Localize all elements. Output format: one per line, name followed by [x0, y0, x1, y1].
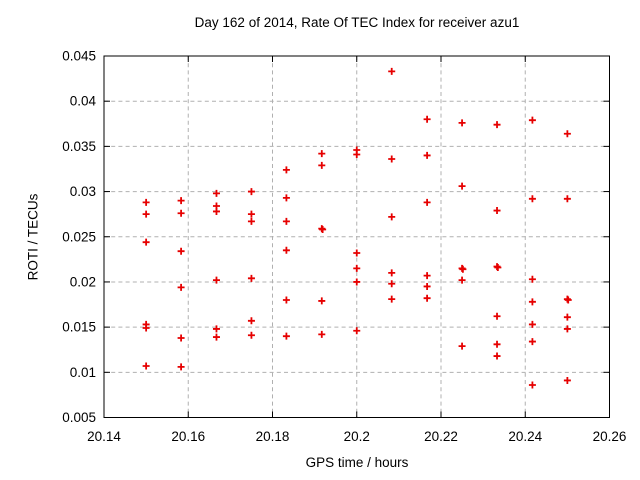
- data-point-marker: [318, 150, 326, 158]
- data-point-marker: [458, 182, 466, 190]
- data-point-marker: [458, 276, 466, 284]
- x-tick-label: 20.2: [344, 429, 370, 444]
- y-tick-label: 0.01: [70, 365, 96, 380]
- data-point-marker: [563, 313, 571, 321]
- x-tick-label: 20.22: [424, 429, 458, 444]
- y-axis-label: ROTI / TECUs: [25, 193, 41, 281]
- data-point-marker: [459, 265, 467, 273]
- data-point-marker: [177, 209, 185, 217]
- data-point-marker: [247, 331, 255, 339]
- data-point-marker: [563, 325, 571, 333]
- data-point-marker: [282, 246, 290, 254]
- data-point-marker: [212, 207, 220, 215]
- x-axis-label: GPS time / hours: [305, 455, 409, 470]
- x-tick-label: 20.24: [508, 429, 542, 444]
- y-tick-label: 0.03: [70, 184, 96, 199]
- data-point-marker: [423, 198, 431, 206]
- y-tick-label: 0.005: [62, 410, 96, 425]
- data-point-marker: [282, 217, 290, 225]
- data-point-marker: [423, 115, 431, 123]
- data-point-marker: [282, 194, 290, 202]
- data-point-marker: [142, 198, 150, 206]
- data-point-marker: [142, 324, 150, 332]
- data-point-marker: [494, 263, 502, 271]
- data-point-marker: [388, 67, 396, 75]
- x-tick-label: 20.16: [171, 429, 205, 444]
- data-point-marker: [318, 161, 326, 169]
- data-point-marker: [247, 210, 255, 218]
- data-point-marker: [563, 195, 571, 203]
- data-point-marker: [212, 189, 220, 197]
- data-point-marker: [353, 278, 361, 286]
- data-point-marker: [423, 282, 431, 290]
- data-point-marker: [528, 338, 536, 346]
- data-point-marker: [423, 151, 431, 159]
- data-point-marker: [212, 325, 220, 333]
- data-point-marker: [353, 249, 361, 257]
- data-point-marker: [177, 197, 185, 205]
- data-point-marker: [563, 376, 571, 384]
- data-point-marker: [493, 340, 501, 348]
- data-point-marker: [142, 238, 150, 246]
- data-point-marker: [142, 362, 150, 370]
- data-point-marker: [177, 247, 185, 255]
- y-tick-label: 0.04: [70, 94, 97, 109]
- data-point-marker: [353, 327, 361, 335]
- data-point-marker: [212, 333, 220, 341]
- data-point-marker: [177, 334, 185, 342]
- data-point-marker: [318, 330, 326, 338]
- data-point-marker: [247, 217, 255, 225]
- data-point-marker: [458, 119, 466, 127]
- y-tick-label: 0.025: [62, 229, 96, 244]
- data-point-marker: [493, 312, 501, 320]
- data-point-marker: [563, 130, 571, 138]
- chart-title: Day 162 of 2014, Rate Of TEC Index for r…: [194, 15, 520, 30]
- data-point-marker: [247, 188, 255, 196]
- data-point-marker: [142, 210, 150, 218]
- data-point-marker: [282, 332, 290, 340]
- data-point-marker: [493, 207, 501, 215]
- y-tick-label: 0.015: [62, 320, 96, 335]
- data-point-marker: [528, 116, 536, 124]
- y-tick-label: 0.045: [62, 49, 96, 64]
- data-point-marker: [564, 296, 572, 304]
- data-point-marker: [388, 295, 396, 303]
- x-tick-label: 20.26: [593, 429, 627, 444]
- data-point-marker: [528, 381, 536, 389]
- data-point-marker: [282, 296, 290, 304]
- data-point-marker: [318, 297, 326, 305]
- y-tick-label: 0.02: [70, 274, 96, 289]
- data-point-marker: [388, 155, 396, 163]
- data-point-marker: [247, 274, 255, 282]
- data-point-marker: [177, 283, 185, 291]
- data-point-marker: [388, 280, 396, 288]
- data-point-marker: [493, 352, 501, 360]
- data-point-marker: [528, 195, 536, 203]
- data-point-marker: [423, 272, 431, 280]
- data-point-marker: [528, 275, 536, 283]
- x-tick-label: 20.18: [256, 429, 290, 444]
- data-point-marker: [388, 213, 396, 221]
- data-point-marker: [177, 363, 185, 371]
- data-point-marker: [493, 121, 501, 129]
- data-point-marker: [528, 320, 536, 328]
- x-tick-label: 20.14: [87, 429, 121, 444]
- data-point-marker: [247, 317, 255, 325]
- data-point-marker: [423, 294, 431, 302]
- data-point-marker: [353, 264, 361, 272]
- data-point-marker: [319, 226, 327, 234]
- data-point-marker: [353, 151, 361, 159]
- data-point-marker: [212, 276, 220, 284]
- data-point-marker: [388, 269, 396, 277]
- data-point-marker: [282, 166, 290, 174]
- data-point-marker: [528, 298, 536, 306]
- y-tick-label: 0.035: [62, 139, 96, 154]
- data-point-marker: [458, 342, 466, 350]
